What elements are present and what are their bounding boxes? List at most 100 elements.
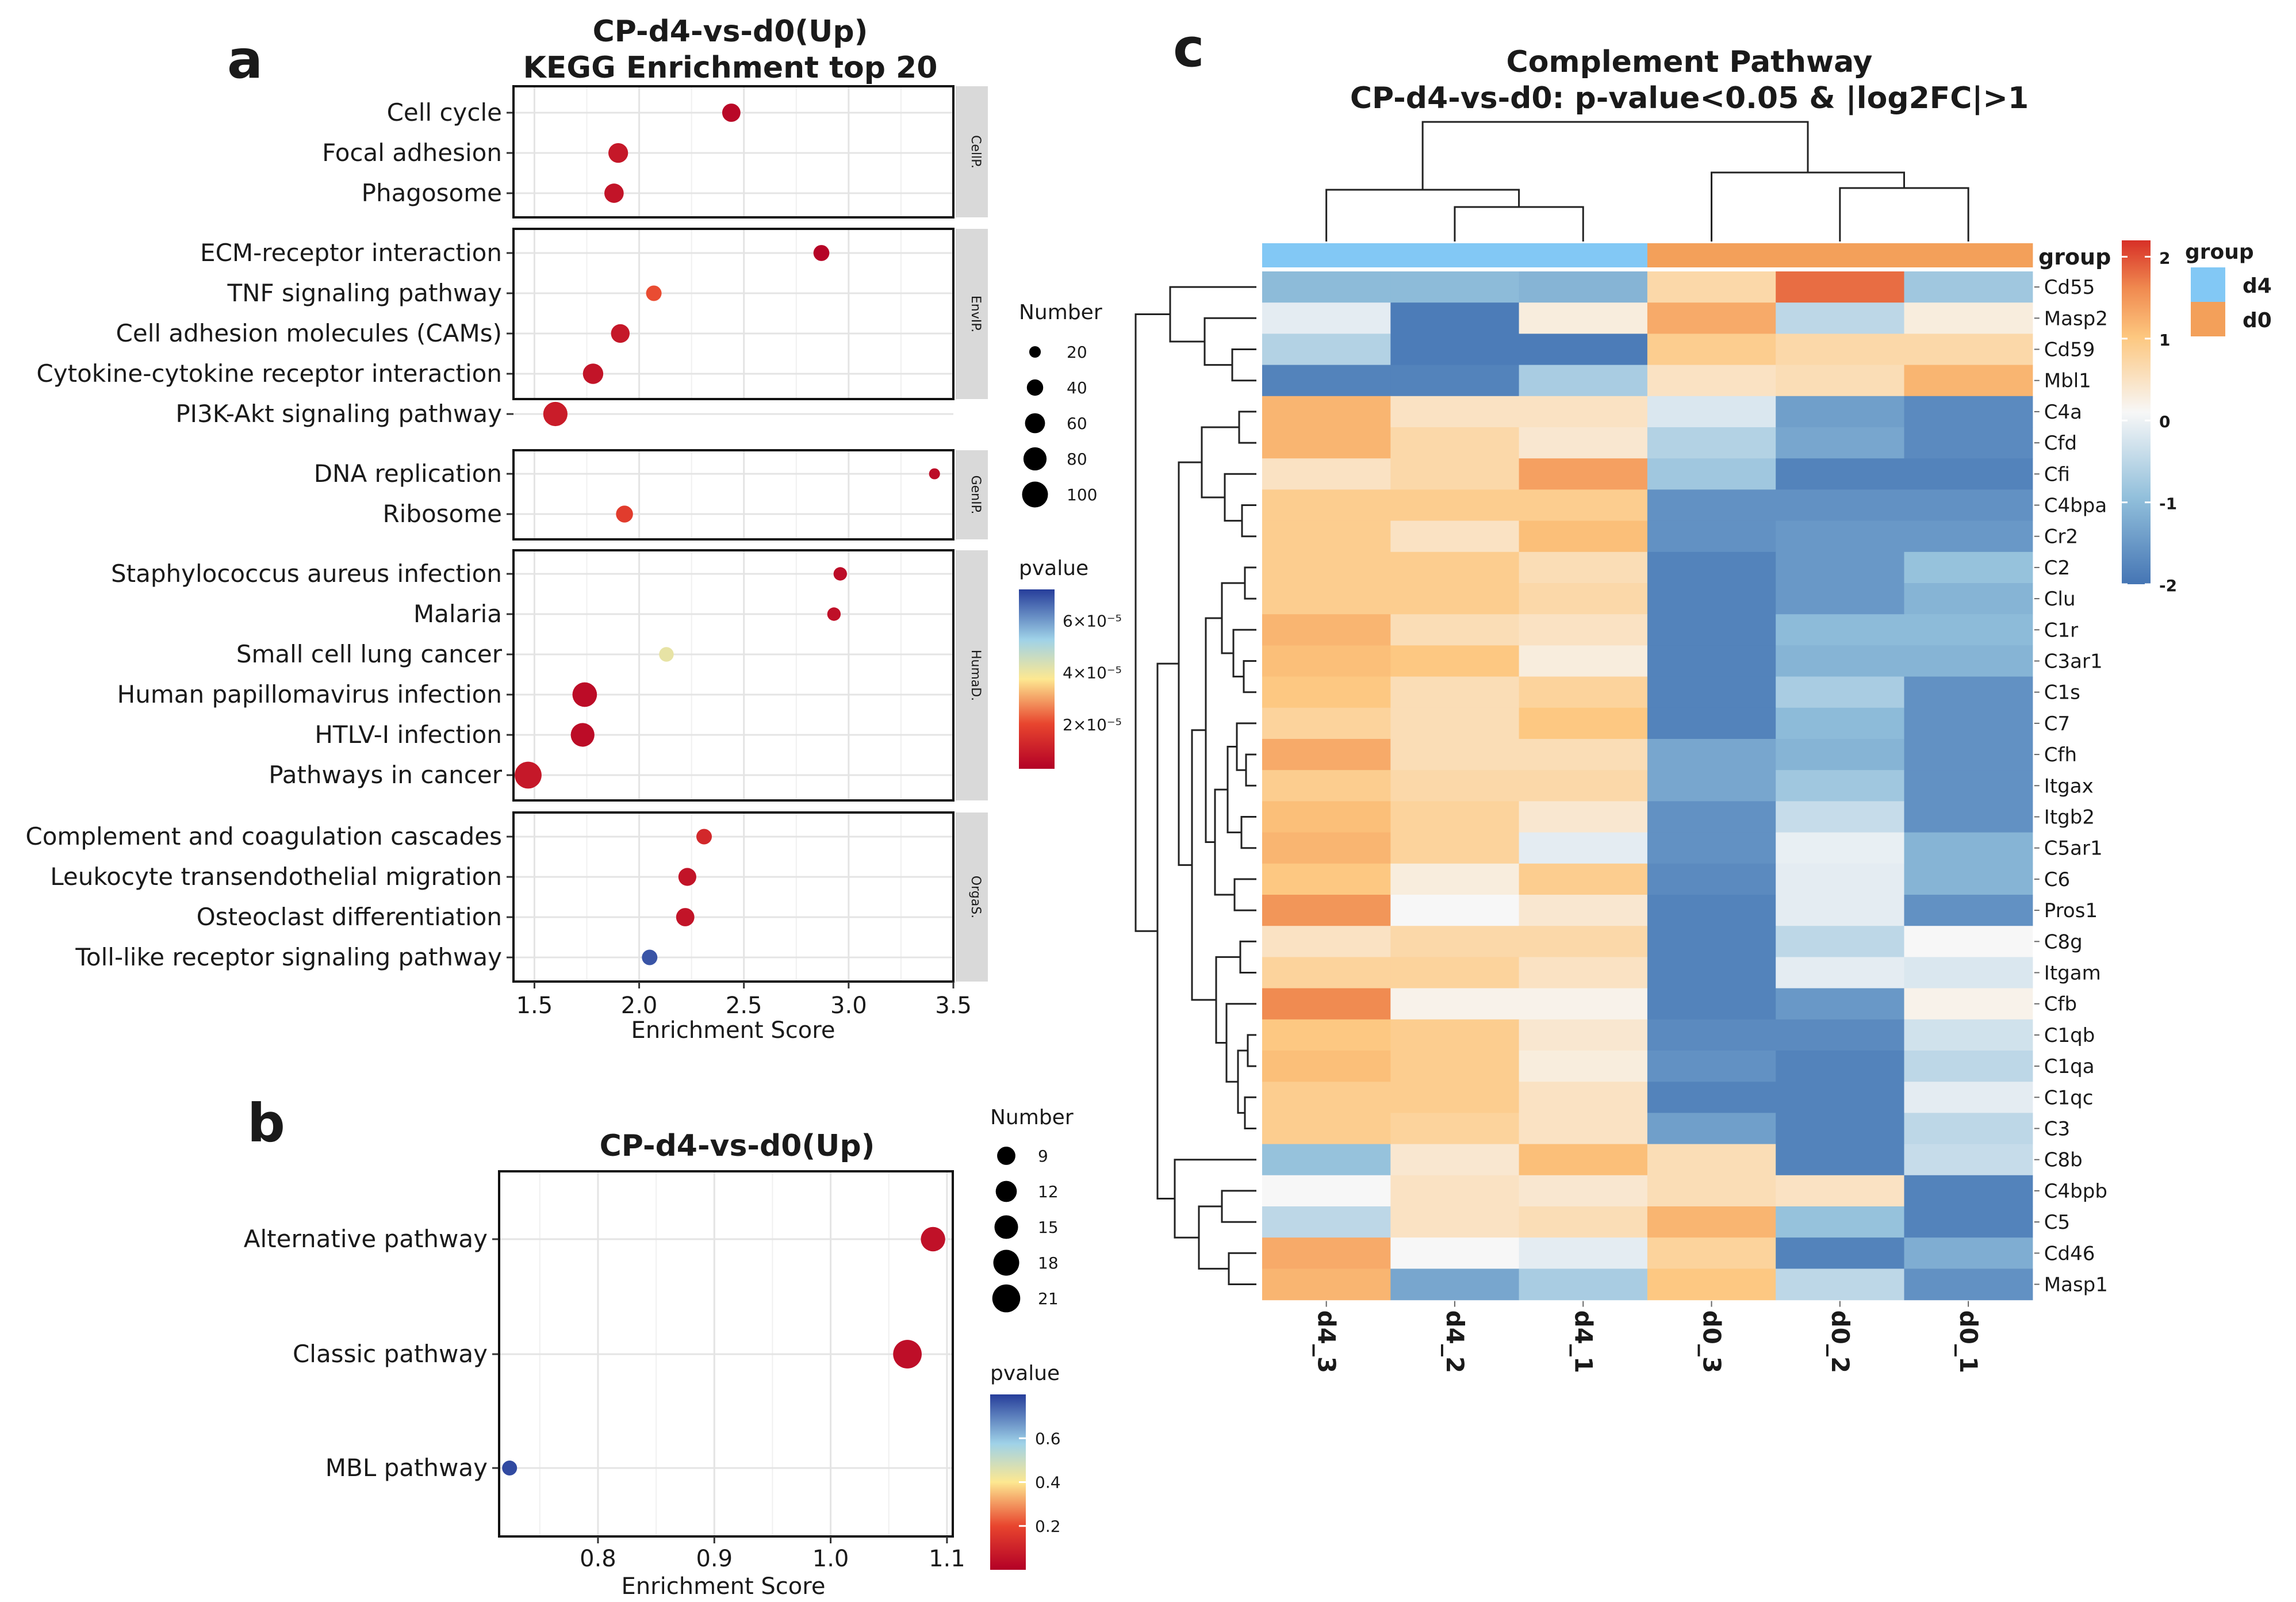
enrichment-dot (921, 1227, 945, 1252)
heatmap-cell (1904, 583, 2033, 615)
panel-c-heatmap: Complement Pathway CP-d4-vs-d0: p-value<… (1134, 45, 2272, 1374)
dendrogram-branch (1134, 313, 1170, 932)
heatmap-cell (1904, 707, 2033, 739)
heatmap-cell (1776, 520, 1905, 553)
x-tick-label: 2.0 (621, 992, 658, 1019)
heatmap-cell (1647, 551, 1776, 584)
heatmap-cell (1262, 1051, 1391, 1082)
heatmap-cell (1519, 1268, 1648, 1301)
color-legend-label: 2×10⁻⁵ (1063, 715, 1122, 734)
colorbar-label: 1 (2159, 331, 2170, 350)
heatmap-cell (1776, 489, 1905, 522)
heatmap-cell (1776, 396, 1905, 428)
heatmap-cell (1519, 895, 1648, 926)
color-legend-label: 0.4 (1035, 1473, 1061, 1492)
facet-strip (956, 550, 988, 800)
gene-label: C1r (2044, 619, 2078, 642)
heatmap-cell (1519, 458, 1648, 490)
heatmap-cell (1647, 489, 1776, 522)
panel-b-size-legend-title: Number (990, 1106, 1074, 1129)
heatmap-cell (1776, 1082, 1905, 1113)
term-label: TNF signaling pathway (227, 279, 502, 307)
facet-border (512, 449, 955, 541)
heatmap-cell (1776, 863, 1905, 895)
colorbar-label: 0 (2159, 412, 2170, 431)
facet-strip-label: OrgaS. (968, 876, 983, 918)
enrichment-dot (515, 761, 542, 789)
facet-strip (956, 450, 988, 539)
size-legend-dot (1022, 481, 1048, 508)
heatmap-cell (1262, 1113, 1391, 1145)
heatmap-cell (1390, 739, 1520, 771)
heatmap-cell (1390, 770, 1520, 802)
term-label: Cytokine-cytokine receptor interaction (36, 359, 502, 388)
heatmap-cell (1904, 520, 2033, 553)
heatmap-cell (1904, 271, 2033, 303)
heatmap-cell (1519, 1144, 1648, 1176)
facet-strip (956, 229, 988, 399)
facet-border (512, 228, 955, 400)
gene-label: Pros1 (2044, 899, 2098, 922)
heatmap-cell (1390, 645, 1520, 677)
enrichment-dot (696, 829, 712, 845)
heatmap-cell (1776, 1113, 1905, 1145)
dendrogram-branch (1228, 1252, 1256, 1285)
sample-label: d0_3 (1698, 1310, 1726, 1374)
panel-a-x-axis-title: Enrichment Score (631, 1017, 835, 1044)
enrichment-dot (827, 607, 841, 621)
size-legend-label: 40 (1067, 378, 1087, 397)
heatmap-cell (1776, 739, 1905, 771)
heatmap-cell (1904, 551, 2033, 584)
heatmap-cell (1262, 1019, 1391, 1051)
heatmap-cell (1904, 832, 2033, 864)
heatmap-cell (1776, 583, 1905, 615)
gene-label: Clu (2044, 588, 2076, 611)
dendrogram-branch (1214, 788, 1235, 896)
enrichment-dot (659, 647, 674, 662)
heatmap-cell (1776, 1237, 1905, 1269)
enrichment-dot (646, 285, 662, 301)
gene-label: C8g (2044, 930, 2083, 953)
heatmap-cell (1647, 1113, 1776, 1145)
gene-label: Cd55 (2044, 276, 2095, 299)
heatmap-cell (1519, 863, 1648, 895)
panel-a-x-axis: 1.5 2.0 2.5 3.0 3.5 (516, 982, 972, 1019)
enrichment-dot (678, 868, 696, 886)
heatmap-cell (1262, 583, 1391, 615)
heatmap-cell (1776, 832, 1905, 864)
heatmap-cell (1262, 863, 1391, 895)
heatmap-cell (1262, 365, 1391, 397)
facet-orgas: Complement and coagulation cascades Leuko… (25, 811, 988, 983)
size-legend-label: 20 (1067, 343, 1087, 362)
panel-c-group-legend: group d4 d0 (2185, 240, 2272, 336)
size-legend-dot (1026, 379, 1044, 396)
heatmap-cell (1904, 863, 2033, 895)
heatmap-cell (1904, 396, 2033, 428)
group-annotation-cell (1390, 243, 1520, 267)
heatmap-cell (1647, 801, 1776, 833)
facet-strip-label: GenIP. (968, 476, 983, 515)
heatmap-cell (1776, 302, 1905, 334)
heatmap-cell (1519, 1237, 1648, 1269)
dendrogram-branch (1241, 504, 1256, 538)
heatmap-cell (1262, 458, 1391, 490)
heatmap-cell (1390, 1268, 1520, 1301)
heatmap-cell (1776, 988, 1905, 1020)
gene-label: Cr2 (2044, 526, 2078, 549)
heatmap-cell (1262, 801, 1391, 833)
gene-label: Cfh (2044, 743, 2077, 766)
gene-label: C1qc (2044, 1086, 2094, 1109)
size-legend-label: 18 (1038, 1254, 1059, 1273)
heatmap-cell (1519, 707, 1648, 739)
heatmap-cell (1390, 988, 1520, 1020)
heatmap-cell (1904, 1268, 2033, 1301)
heatmap-cell (1647, 863, 1776, 895)
term-label: Toll-like receptor signaling pathway (75, 943, 502, 971)
facet-panel (513, 550, 953, 800)
heatmap-cell (1262, 707, 1391, 739)
heatmap-cell (1519, 302, 1648, 334)
dendrogram-branch (1245, 753, 1256, 787)
term-label: Ribosome (382, 500, 502, 528)
enrichment-dot (642, 949, 658, 965)
enrichment-dot (813, 245, 830, 261)
